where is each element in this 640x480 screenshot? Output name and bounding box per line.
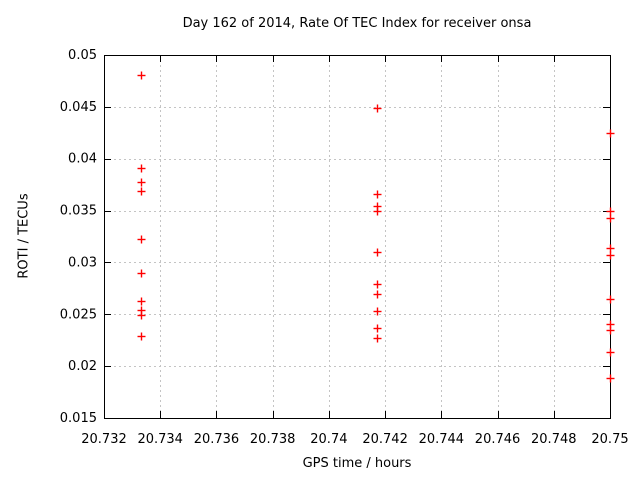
data-point	[137, 164, 146, 173]
data-point	[373, 104, 382, 113]
y-tick-label: 0.015	[60, 411, 97, 426]
data-point	[373, 290, 382, 299]
y-tick-label: 0.04	[68, 152, 97, 167]
data-point	[373, 207, 382, 216]
y-tick-label: 0.035	[60, 204, 97, 219]
data-point	[606, 348, 615, 357]
data-point	[606, 326, 615, 335]
plot-border	[104, 55, 611, 419]
data-point	[373, 248, 382, 257]
x-tick-label: 20.732	[81, 432, 127, 447]
y-tick-label: 0.05	[68, 48, 97, 63]
data-point	[373, 190, 382, 199]
data-point	[137, 187, 146, 196]
x-axis-label: GPS time / hours	[302, 456, 412, 471]
data-point	[606, 244, 615, 253]
data-point	[137, 178, 146, 187]
data-point	[373, 324, 382, 333]
y-axis-label: ROTI / TECUs	[16, 193, 32, 279]
y-tick-label: 0.025	[60, 307, 97, 322]
x-tick-label: 20.738	[250, 432, 296, 447]
data-point	[137, 235, 146, 244]
x-tick-label: 20.748	[531, 432, 577, 447]
x-tick-label: 20.742	[362, 432, 408, 447]
data-point	[373, 307, 382, 316]
data-point	[137, 332, 146, 341]
data-point	[137, 269, 146, 278]
chart-title: Day 162 of 2014, Rate Of TEC Index for r…	[182, 16, 532, 31]
y-tick-label: 0.02	[68, 359, 97, 374]
x-tick-label: 20.744	[419, 432, 465, 447]
data-point	[137, 311, 146, 320]
x-tick-label: 20.734	[137, 432, 183, 447]
data-point	[606, 251, 615, 260]
data-point	[606, 207, 615, 216]
data-point	[606, 295, 615, 304]
data-point	[373, 334, 382, 343]
x-tick-label: 20.736	[194, 432, 240, 447]
data-point	[606, 214, 615, 223]
x-tick-label: 20.75	[591, 432, 628, 447]
x-tick-label: 20.74	[310, 432, 347, 447]
data-point	[373, 280, 382, 289]
data-point	[606, 129, 615, 138]
data-point	[606, 374, 615, 383]
data-point	[137, 297, 146, 306]
data-point	[137, 71, 146, 80]
y-tick-label: 0.045	[60, 100, 97, 115]
x-tick-label: 20.746	[475, 432, 521, 447]
y-tick-label: 0.03	[68, 255, 97, 270]
